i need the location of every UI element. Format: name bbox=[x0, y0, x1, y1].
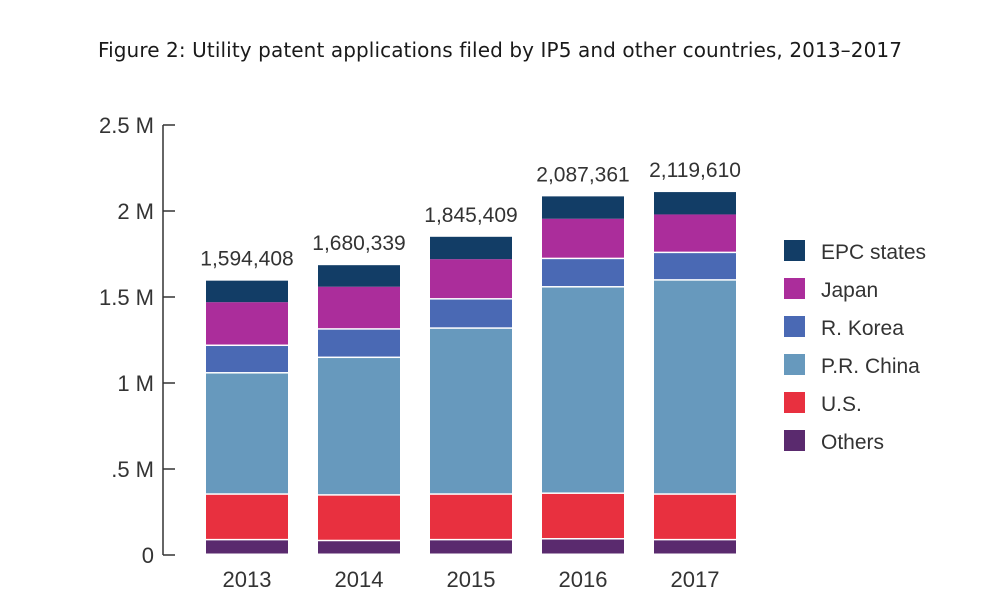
x-tick-label: 2013 bbox=[223, 567, 272, 592]
bar-segment bbox=[430, 299, 512, 328]
bar-segment bbox=[542, 493, 624, 539]
bar-segment bbox=[654, 280, 736, 494]
bar-segment bbox=[318, 358, 400, 495]
y-tick-label: 2 M bbox=[117, 199, 154, 224]
bar-segment bbox=[206, 540, 288, 554]
bar-segment bbox=[430, 236, 512, 260]
bar-segment bbox=[430, 328, 512, 494]
bar-segment bbox=[542, 196, 624, 219]
legend-label: U.S. bbox=[821, 393, 862, 416]
bar-segment bbox=[542, 218, 624, 258]
x-tick-label: 2017 bbox=[671, 567, 720, 592]
legend-swatch bbox=[784, 392, 805, 413]
bar-segment bbox=[206, 302, 288, 345]
y-tick-label: 1 M bbox=[117, 371, 154, 396]
bar-total-label: 2,087,361 bbox=[536, 163, 629, 186]
bar-segment bbox=[318, 286, 400, 329]
legend-label: Others bbox=[821, 431, 884, 454]
bar-total-label: 2,119,610 bbox=[649, 159, 741, 182]
y-tick-label: 1.5 M bbox=[99, 285, 154, 310]
bar-segment bbox=[318, 265, 400, 287]
legend-label: EPC states bbox=[821, 241, 926, 264]
bar-total-label: 1,680,339 bbox=[312, 232, 405, 255]
legend-label: Japan bbox=[821, 279, 878, 302]
legend-label: R. Korea bbox=[821, 317, 904, 340]
chart-title: Figure 2: Utility patent applications fi… bbox=[97, 38, 903, 62]
bar-segment bbox=[206, 346, 288, 373]
bar-total-label: 1,594,408 bbox=[200, 248, 293, 271]
bar-segment bbox=[318, 541, 400, 554]
legend-swatch bbox=[784, 430, 805, 451]
bar-segment bbox=[206, 280, 288, 303]
legend-swatch bbox=[784, 278, 805, 299]
bar-segment bbox=[206, 494, 288, 539]
labels: 1,594,408 2013 1,680,339 2014 1,845,409 2015 2… bbox=[200, 159, 741, 592]
bar-segment bbox=[206, 373, 288, 494]
bar-segment bbox=[430, 494, 512, 539]
bar-segment bbox=[318, 329, 400, 357]
bar-segment bbox=[654, 540, 736, 554]
bar-segment bbox=[430, 259, 512, 299]
bar-total-label: 1,845,409 bbox=[424, 204, 517, 227]
bar-segment bbox=[430, 540, 512, 554]
legend-swatch bbox=[784, 316, 805, 337]
bar-segment bbox=[654, 253, 736, 280]
legend-swatch bbox=[784, 354, 805, 375]
y-tick-label: 0 bbox=[142, 543, 154, 568]
bar-segment bbox=[654, 214, 736, 252]
bars bbox=[206, 192, 736, 554]
bar-segment bbox=[542, 539, 624, 554]
legend: EPC states Japan R. Korea P.R. China U.S. Oth… bbox=[784, 240, 926, 454]
legend-swatch bbox=[784, 240, 805, 261]
y-tick-label: .5 M bbox=[111, 457, 154, 482]
legend-label: P.R. China bbox=[821, 355, 920, 378]
bar-segment bbox=[654, 494, 736, 539]
bar-segment bbox=[542, 287, 624, 493]
x-tick-label: 2015 bbox=[447, 567, 496, 592]
bar-segment bbox=[318, 495, 400, 540]
bar-segment bbox=[542, 259, 624, 287]
y-axis: 0 .5 M 1 M 1.5 M 2 M 2.5 M bbox=[99, 113, 175, 568]
y-tick-label: 2.5 M bbox=[99, 113, 154, 138]
bar-segment bbox=[654, 192, 736, 215]
x-tick-label: 2014 bbox=[335, 567, 384, 592]
x-tick-label: 2016 bbox=[559, 567, 608, 592]
